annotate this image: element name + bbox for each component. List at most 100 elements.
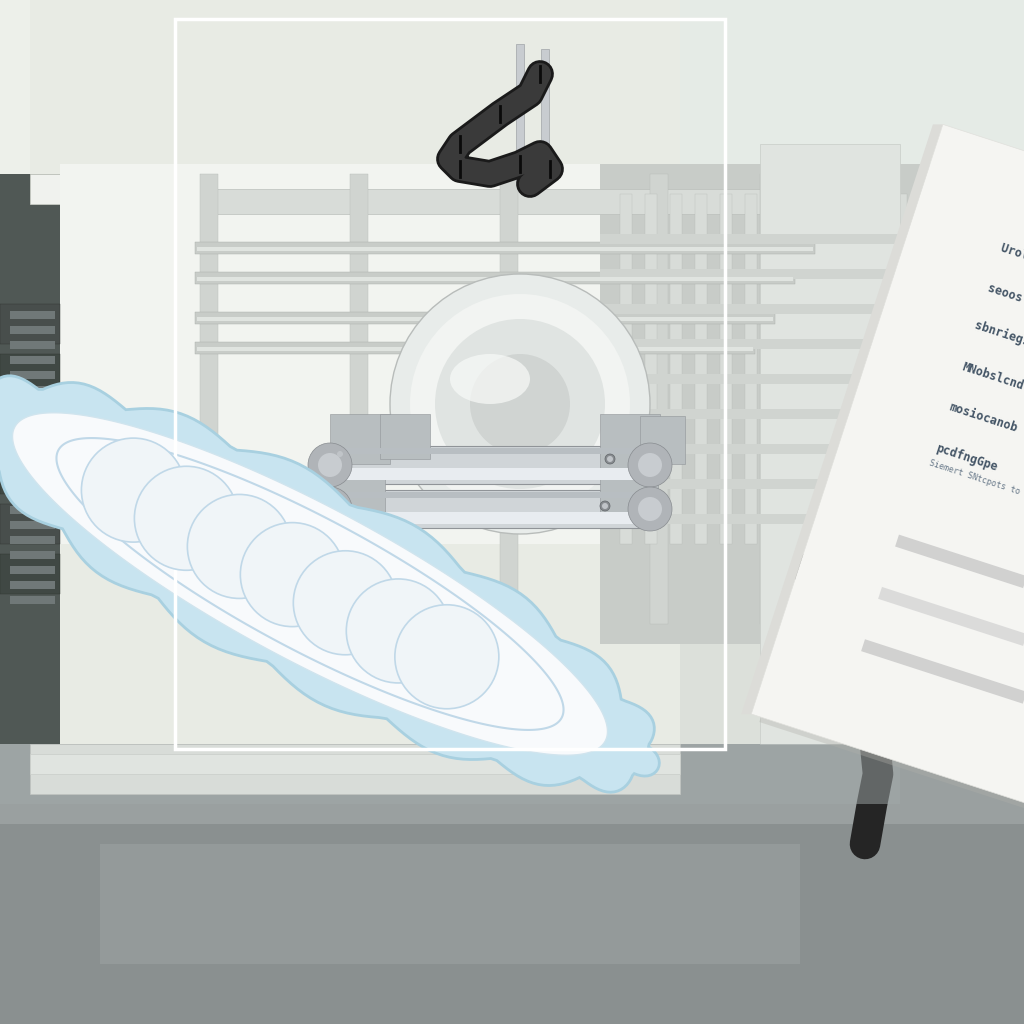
Bar	[600, 409, 961, 419]
Circle shape	[82, 438, 185, 542]
Circle shape	[395, 605, 499, 709]
Circle shape	[134, 466, 239, 570]
Bar	[195, 342, 755, 354]
Circle shape	[607, 456, 613, 462]
Bar	[541, 49, 549, 179]
Bar	[330, 490, 650, 528]
Circle shape	[435, 319, 605, 489]
Bar	[600, 374, 961, 384]
Bar	[870, 194, 882, 544]
Bar	[10, 446, 55, 454]
Bar	[0, 554, 60, 594]
Bar	[10, 401, 55, 409]
Circle shape	[602, 503, 608, 509]
Circle shape	[795, 549, 845, 599]
Circle shape	[628, 443, 672, 487]
Bar	[10, 356, 55, 364]
Bar	[0, 504, 60, 544]
Bar	[332, 449, 648, 454]
Bar	[10, 551, 55, 559]
Bar	[920, 194, 932, 544]
Bar	[332, 492, 648, 498]
Bar	[620, 194, 632, 544]
Circle shape	[293, 551, 397, 654]
Bar	[350, 174, 368, 624]
Bar	[760, 144, 900, 744]
Bar	[500, 174, 518, 624]
Circle shape	[360, 593, 436, 669]
Bar	[10, 371, 55, 379]
Bar	[695, 194, 707, 544]
Bar	[770, 194, 782, 544]
Polygon shape	[752, 124, 1024, 804]
Bar	[10, 326, 55, 334]
Circle shape	[605, 454, 615, 464]
Bar	[10, 341, 55, 349]
Bar	[332, 512, 648, 524]
Bar	[330, 446, 650, 484]
Circle shape	[335, 499, 345, 509]
Bar	[600, 234, 961, 244]
Bar	[100, 844, 800, 964]
Circle shape	[307, 565, 383, 641]
Text: MNobslcndt: MNobslcndt	[961, 361, 1024, 395]
Bar	[10, 536, 55, 544]
Circle shape	[241, 522, 344, 627]
Circle shape	[600, 501, 610, 511]
Text: Siemert SNtcpots to: Siemert SNtcpots to	[928, 458, 1021, 496]
Circle shape	[187, 495, 292, 598]
Circle shape	[335, 449, 345, 459]
Bar	[200, 189, 860, 214]
Circle shape	[337, 501, 343, 507]
Circle shape	[337, 451, 343, 457]
Circle shape	[410, 294, 630, 514]
Bar	[10, 416, 55, 424]
Bar	[200, 174, 218, 624]
Bar	[945, 194, 957, 544]
Bar	[10, 386, 55, 394]
Polygon shape	[12, 413, 607, 756]
Bar	[640, 416, 685, 464]
Bar	[330, 469, 385, 514]
Bar	[0, 174, 60, 774]
Bar	[10, 506, 55, 514]
Circle shape	[638, 497, 662, 521]
Bar	[10, 566, 55, 574]
Bar	[0, 754, 1024, 1024]
Bar	[197, 247, 813, 251]
Bar	[197, 278, 793, 281]
Circle shape	[346, 579, 451, 683]
Bar	[895, 194, 907, 544]
Circle shape	[95, 453, 171, 528]
Bar	[0, 744, 900, 804]
Bar	[10, 311, 55, 319]
Bar	[600, 414, 660, 469]
Bar	[10, 596, 55, 604]
Text: mosiocanob: mosiocanob	[947, 401, 1019, 435]
Bar	[10, 581, 55, 589]
Circle shape	[318, 453, 342, 477]
Bar	[0, 0, 1024, 244]
Text: Urolot the: Urolot the	[999, 241, 1024, 275]
Ellipse shape	[450, 354, 530, 404]
Bar	[30, 744, 680, 794]
Bar	[10, 431, 55, 439]
Bar	[0, 0, 500, 204]
Bar	[195, 312, 775, 324]
Circle shape	[409, 618, 484, 694]
Bar	[600, 164, 980, 644]
Bar	[60, 164, 640, 544]
Circle shape	[318, 497, 342, 521]
Bar	[10, 521, 55, 529]
Bar	[600, 339, 961, 349]
Circle shape	[390, 274, 650, 534]
Bar	[30, 0, 680, 774]
Bar	[0, 304, 60, 344]
Text: seoos lotu: seoos lotu	[986, 282, 1024, 315]
Bar	[0, 454, 60, 494]
Bar	[10, 476, 55, 484]
Bar	[795, 194, 807, 544]
Bar	[195, 272, 795, 284]
Bar	[600, 304, 961, 314]
Circle shape	[638, 453, 662, 477]
